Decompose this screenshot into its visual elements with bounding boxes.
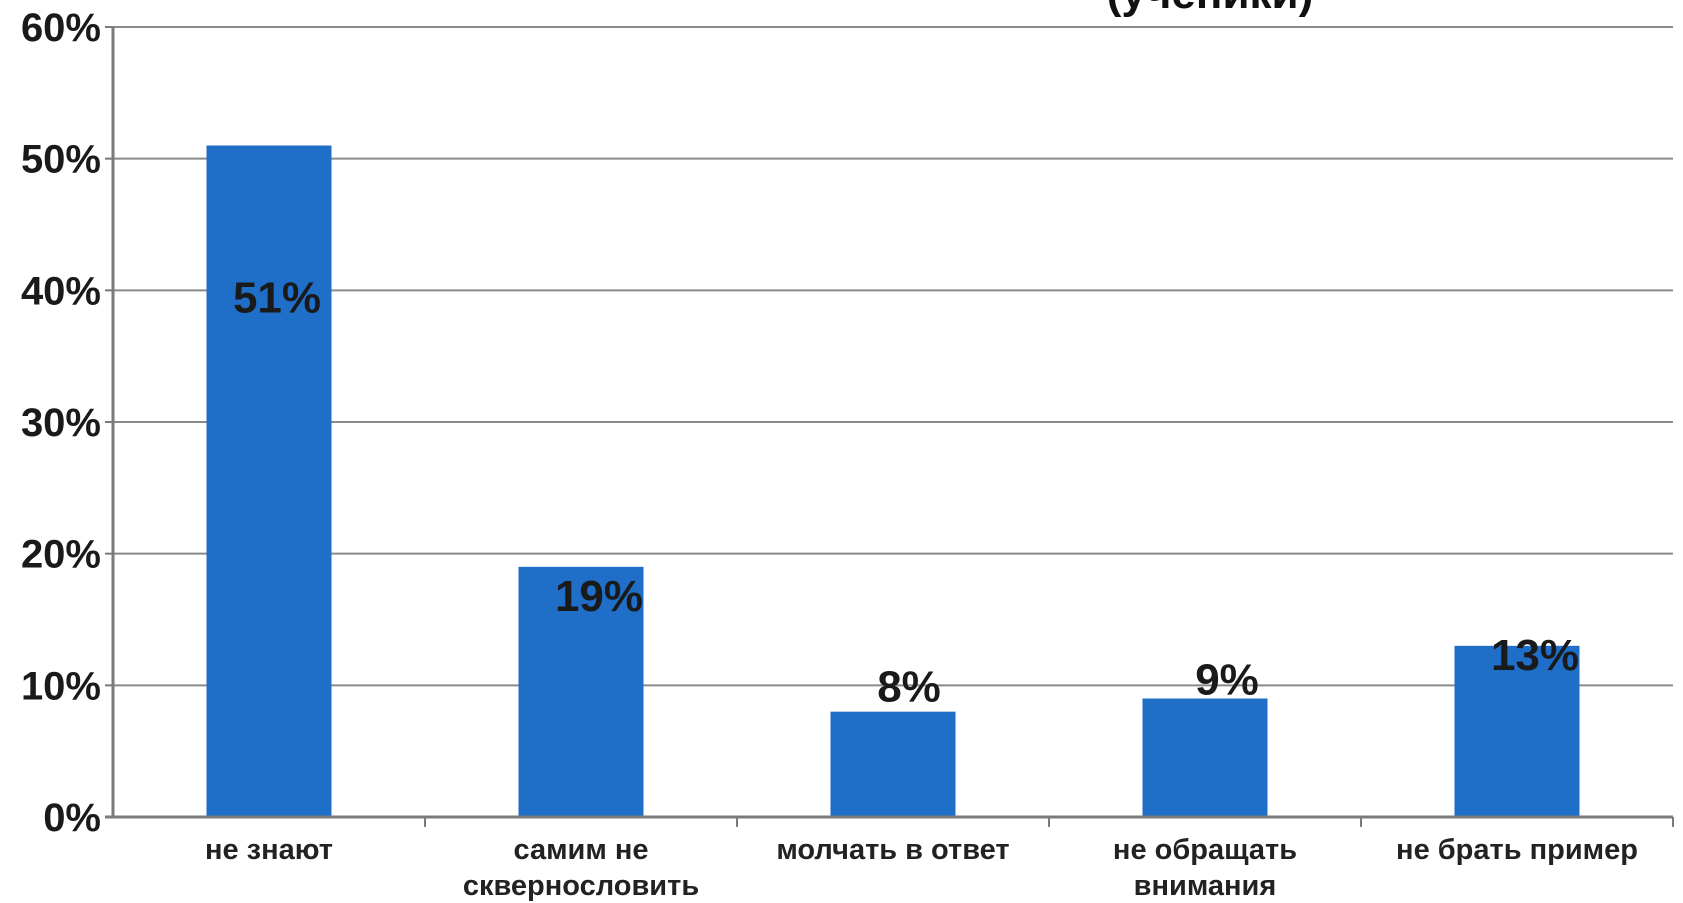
y-tick-label: 20% <box>21 533 101 577</box>
chart-title: (ученики) <box>1107 0 1314 18</box>
y-tick-label: 0% <box>43 796 101 840</box>
x-axis: не знают самим не сквернословить молчать в … <box>105 815 1674 902</box>
data-labels: 51% 19% 8% 9% 13% <box>233 274 1579 712</box>
x-category-label: не знают <box>205 834 333 866</box>
y-tick-label: 40% <box>21 269 101 313</box>
x-category-label: самим не сквернословить <box>463 834 699 902</box>
data-label: 8% <box>877 663 941 712</box>
x-category-label: не обращать внимания <box>1113 834 1297 902</box>
data-label: 51% <box>233 274 321 323</box>
y-axis: 0% 10% 20% 30% 40% 50% 60% <box>21 6 115 840</box>
bars <box>206 145 1580 817</box>
y-tick-label: 30% <box>21 401 101 445</box>
bar <box>518 566 644 817</box>
y-tick-label: 50% <box>21 138 101 182</box>
x-category-label: не брать пример <box>1396 834 1638 866</box>
data-label: 19% <box>555 572 643 621</box>
y-tick-label: 10% <box>21 664 101 708</box>
data-label: 13% <box>1491 631 1579 680</box>
bar <box>830 711 956 817</box>
bar <box>206 145 332 817</box>
bar <box>1454 645 1580 817</box>
x-category-label: молчать в ответ <box>776 834 1009 866</box>
bar <box>1142 698 1268 817</box>
y-tick-label: 60% <box>21 6 101 50</box>
gridlines <box>113 26 1673 687</box>
data-label: 9% <box>1195 656 1259 705</box>
